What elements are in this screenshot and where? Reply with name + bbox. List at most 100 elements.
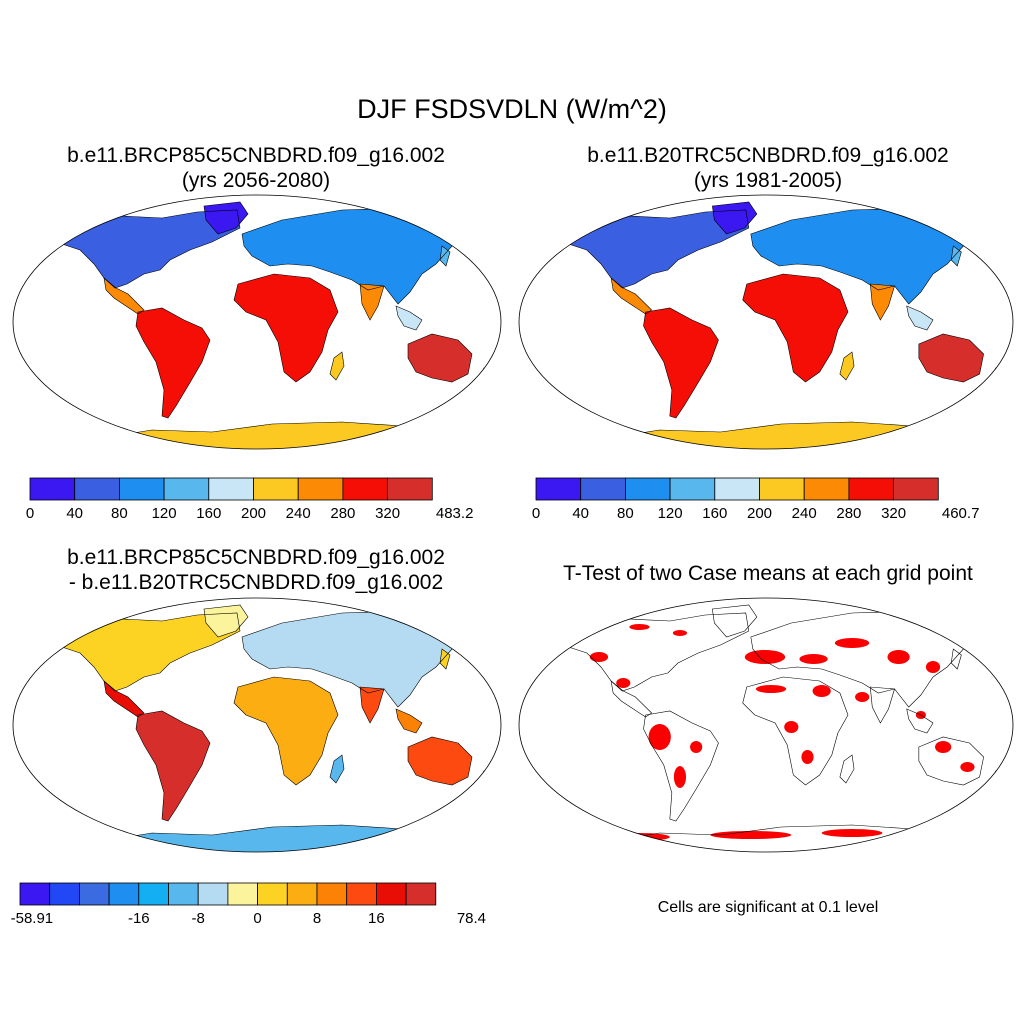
coastline-india bbox=[360, 284, 384, 320]
coastline-australia bbox=[408, 737, 472, 785]
colorbar-label: 16 bbox=[368, 910, 385, 927]
land-india bbox=[870, 687, 895, 723]
land-madagascar bbox=[330, 755, 344, 783]
significant-cell-15 bbox=[887, 650, 910, 664]
coastline-australia bbox=[408, 334, 472, 382]
colorbar-box-8 bbox=[387, 477, 433, 501]
land-madagascar bbox=[839, 352, 855, 380]
land-samerica bbox=[136, 308, 210, 418]
coastline-namerica bbox=[52, 613, 240, 691]
land-seasia bbox=[396, 709, 422, 733]
coastline-india bbox=[870, 687, 894, 723]
colorbar-box-7 bbox=[848, 477, 894, 501]
colorbar-label: 78.4 bbox=[457, 910, 486, 927]
coastline-camerica bbox=[104, 681, 144, 717]
land-eurasia bbox=[242, 611, 472, 707]
coastline-africa bbox=[234, 677, 338, 785]
map-border bbox=[518, 597, 1014, 853]
significant-cell-20 bbox=[960, 762, 975, 772]
colorbar-box-0 bbox=[19, 882, 51, 906]
coastline-madagascar bbox=[330, 755, 344, 783]
coastline-japan bbox=[440, 649, 450, 669]
panel1-title-years: (yrs 2056-2080) bbox=[181, 169, 331, 192]
land-australia bbox=[408, 334, 472, 382]
significant-cell-7 bbox=[690, 741, 703, 753]
coastline-nz bbox=[990, 368, 1002, 386]
lat-band-0 bbox=[518, 194, 1014, 232]
colorbar-label: 240 bbox=[792, 505, 817, 522]
land-australia bbox=[918, 737, 984, 785]
land-india bbox=[870, 284, 895, 320]
significant-cell-11 bbox=[812, 685, 831, 697]
significant-cell-12 bbox=[784, 721, 799, 733]
colorbar-label: 320 bbox=[881, 505, 906, 522]
colorbar-label: 0 bbox=[532, 505, 540, 522]
coastline-samerica bbox=[136, 711, 210, 821]
coastline-seasia bbox=[396, 709, 422, 733]
colorbar-label: 460.7 bbox=[942, 505, 980, 522]
colorbar-label: 80 bbox=[617, 505, 634, 522]
panel4-title-ttest: T-Test of two Case means at each grid po… bbox=[563, 562, 973, 585]
coastline-africa bbox=[743, 274, 848, 382]
map-border bbox=[518, 194, 1014, 450]
land-nz bbox=[478, 368, 490, 386]
coastline-seasia bbox=[907, 306, 933, 330]
significant-cell-4 bbox=[672, 630, 688, 636]
coastline-antarctica bbox=[102, 825, 424, 853]
coastline-nz bbox=[478, 368, 490, 386]
land-india bbox=[360, 687, 384, 723]
colorbar-label: 0 bbox=[26, 505, 34, 522]
colorbar-box-3 bbox=[669, 477, 716, 501]
coastline-camerica bbox=[104, 278, 144, 314]
map-border bbox=[12, 194, 502, 450]
significant-cell-19 bbox=[935, 741, 952, 753]
colorbar-label: -16 bbox=[128, 910, 150, 927]
colorbar-box-4 bbox=[208, 477, 254, 501]
coastline-madagascar bbox=[840, 352, 854, 380]
colorbar-box-13 bbox=[405, 882, 437, 906]
land-madagascar bbox=[839, 755, 855, 783]
coastline-seasia bbox=[907, 709, 933, 733]
colorbar-label: 200 bbox=[241, 505, 266, 522]
map-border bbox=[12, 597, 502, 853]
coastline-antarctica bbox=[609, 825, 935, 853]
coastline-seasia bbox=[396, 306, 422, 330]
colorbar-box-3 bbox=[108, 882, 140, 906]
coastline-india bbox=[870, 284, 894, 320]
land-eurasia bbox=[750, 611, 984, 707]
colorbar-label: 8 bbox=[313, 910, 321, 927]
significant-cell-14 bbox=[834, 638, 870, 648]
land-nz bbox=[478, 771, 490, 789]
coastline-australia bbox=[919, 334, 984, 382]
significant-cell-16 bbox=[925, 661, 941, 673]
significance-note: Cells are significant at 0.1 level bbox=[657, 899, 879, 916]
coastline-madagascar bbox=[330, 352, 344, 380]
land-samerica bbox=[136, 711, 210, 821]
colorbar-label: -8 bbox=[192, 910, 205, 927]
land-samerica bbox=[643, 308, 719, 418]
coastline-antarctica bbox=[609, 422, 935, 450]
significant-cell-13 bbox=[801, 750, 814, 764]
coastline-samerica bbox=[644, 308, 719, 418]
coastline-india bbox=[360, 687, 384, 723]
significant-cell-0 bbox=[557, 639, 572, 647]
colorbar-box-8 bbox=[893, 477, 939, 501]
land-nz bbox=[989, 771, 1002, 789]
coastline-antarctica bbox=[102, 422, 424, 450]
main-title: DJF FSDSVDLN (W/m^2) bbox=[357, 94, 667, 124]
land-eurasia bbox=[242, 208, 472, 304]
significant-cell-10 bbox=[755, 685, 787, 693]
lat-band-0 bbox=[12, 194, 502, 232]
coastline-japan bbox=[440, 246, 450, 266]
colorbar-box-6 bbox=[803, 477, 850, 501]
colorbar-box-4 bbox=[138, 882, 169, 906]
colorbar-box-0 bbox=[29, 477, 76, 501]
significant-cell-6 bbox=[673, 766, 687, 788]
coastline-africa bbox=[234, 274, 338, 382]
coastline-camerica bbox=[611, 681, 651, 717]
panel2-title-case: b.e11.B20TRC5CNBDRD.f09_g16.002 bbox=[587, 144, 949, 167]
panel2-title-years: (yrs 1981-2005) bbox=[693, 169, 843, 192]
colorbar-box-1 bbox=[74, 477, 120, 501]
map-panel-ttest bbox=[518, 597, 1014, 853]
coastline-australia bbox=[919, 737, 984, 785]
